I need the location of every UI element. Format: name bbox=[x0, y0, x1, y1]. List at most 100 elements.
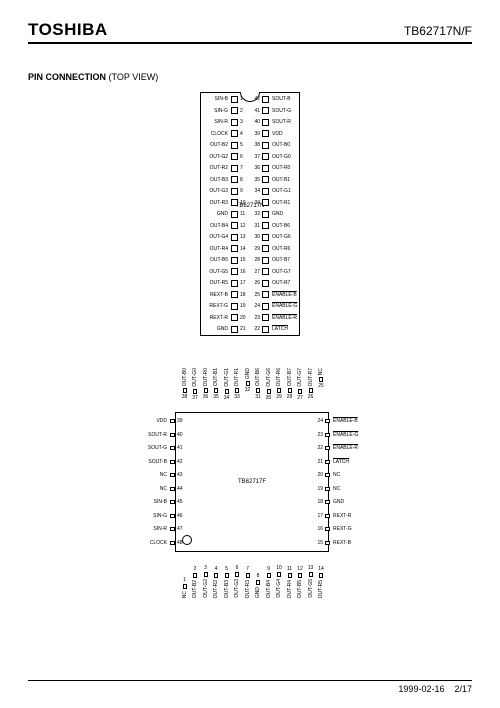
dip-pin-19: REXT-G19 bbox=[115, 302, 250, 310]
dip-pin-2: SIN-G2 bbox=[115, 107, 250, 115]
qfp-pin-11: 11OUT-R4 bbox=[285, 566, 294, 598]
qfp-pin-13: 13OUT-G5 bbox=[306, 565, 315, 598]
dip-pin-5: OUT-B25 bbox=[115, 141, 250, 149]
qfp-pin-45: SIN-B45 bbox=[115, 496, 187, 508]
qfp-pin-43: NC43 bbox=[115, 469, 187, 481]
dip-pin-4: CLOCK4 bbox=[115, 130, 250, 138]
dip-pin-33: 33OUT-R1 bbox=[250, 199, 385, 207]
dip-pin-16: OUT-G516 bbox=[115, 268, 250, 276]
dip-pin-18: REXT-B18 bbox=[115, 291, 250, 299]
qfp-pin-27: OUT-G727 bbox=[296, 368, 305, 401]
dip-pin-28: 28OUT-B7 bbox=[250, 256, 385, 264]
qfp-pin-7: 7OUT-R3 bbox=[243, 566, 252, 598]
dip-pin-38: 38OUT-B0 bbox=[250, 141, 385, 149]
part-number: TB62717N/F bbox=[404, 24, 472, 38]
qfp-name: TB62717F bbox=[176, 479, 328, 485]
dip-pin-34: 34OUT-G1 bbox=[250, 187, 385, 195]
dip-pin-31: 31OUT-B6 bbox=[250, 222, 385, 230]
qfp-pin-31: OUT-B631 bbox=[254, 368, 263, 400]
dip-pin-24: 24ENABLE-G bbox=[250, 302, 385, 310]
dip-pin-39: 39VDD bbox=[250, 130, 385, 138]
dip-pin-36: 36OUT-R0 bbox=[250, 164, 385, 172]
dip-pin-32: 32GND bbox=[250, 210, 385, 218]
header: TOSHIBA TB62717N/F bbox=[28, 20, 472, 44]
qfp-pin-33: OUT-R133 bbox=[233, 368, 242, 400]
dip-diagram: TB62717N SIN-B1SIN-G2SIN-R3CLOCK4OUT-B25… bbox=[115, 90, 385, 340]
qfp-pin-23: 23ENABLE-G bbox=[313, 429, 385, 441]
qfp-body: TB62717F bbox=[175, 412, 329, 552]
dip-pin-22: 22LATCH bbox=[250, 325, 385, 333]
dip-pin-23: 23ENABLE-R bbox=[250, 314, 385, 322]
qfp-pin-5: 5OUT-B3 bbox=[222, 566, 231, 598]
qfp-pin-29: OUT-R629 bbox=[275, 368, 284, 400]
dip-pin-35: 35OUT-B1 bbox=[250, 176, 385, 184]
dip-pin-13: OUT-G413 bbox=[115, 233, 250, 241]
qfp-pin-12: 12OUT-B5 bbox=[296, 566, 305, 598]
dip-pin-41: 41SOUT-G bbox=[250, 107, 385, 115]
dip-pin-17: OUT-R517 bbox=[115, 279, 250, 287]
dip-pin-1: SIN-B1 bbox=[115, 95, 250, 103]
dip-pin-42: 42SOUT-B bbox=[250, 95, 385, 103]
dip-pin-30: 30OUT-G6 bbox=[250, 233, 385, 241]
section-note: (TOP VIEW) bbox=[109, 72, 159, 82]
qfp-pin-14: 14OUT-R5 bbox=[317, 566, 326, 598]
qfp-pin-48: CLOCK48 bbox=[115, 537, 187, 549]
dip-pin-3: SIN-R3 bbox=[115, 118, 250, 126]
qfp-pin-32: GND32 bbox=[243, 368, 252, 393]
qfp-pin-4: 4OUT-R2 bbox=[212, 566, 221, 598]
brand: TOSHIBA bbox=[28, 20, 108, 40]
qfp-pin-20: 20NC bbox=[313, 469, 385, 481]
qfp-pin-3: 3OUT-G2 bbox=[201, 565, 210, 598]
qfp-pin-24: 24ENABLE-B bbox=[313, 415, 385, 427]
qfp-pin-17: 17REXT-R bbox=[313, 510, 385, 522]
qfp-pin-26: OUT-R726 bbox=[306, 368, 315, 400]
qfp-pin-19: 19NC bbox=[313, 483, 385, 495]
qfp-pin-35: OUT-B135 bbox=[212, 368, 221, 400]
dip-pin-10: OUT-R310 bbox=[115, 199, 250, 207]
qfp-diagram: TB62717F VDD39SOUT-R40SOUT-G41SOUT-B42NC… bbox=[115, 368, 385, 598]
qfp-pin-46: SIN-G46 bbox=[115, 510, 187, 522]
dip-pin-14: OUT-R414 bbox=[115, 245, 250, 253]
dip-pin-20: REXT-R20 bbox=[115, 314, 250, 322]
dip-pin-6: OUT-G26 bbox=[115, 153, 250, 161]
qfp-pin-30: OUT-G630 bbox=[264, 368, 273, 401]
section-title: PIN CONNECTION (TOP VIEW) bbox=[28, 72, 472, 82]
qfp-pin-2: 2OUT-B2 bbox=[191, 566, 200, 598]
qfp-pin-42: SOUT-B42 bbox=[115, 456, 187, 468]
qfp-pin-10: 10OUT-G4 bbox=[275, 565, 284, 598]
qfp-pin-8: 8GND bbox=[254, 573, 263, 598]
qfp-pin-25: NC25 bbox=[317, 368, 326, 389]
dip-pin-29: 29OUT-R6 bbox=[250, 245, 385, 253]
dip-pin-7: OUT-R27 bbox=[115, 164, 250, 172]
qfp-pin-18: 18GND bbox=[313, 496, 385, 508]
dip-pin-21: GND21 bbox=[115, 325, 250, 333]
qfp-pin-47: SIN-R47 bbox=[115, 523, 187, 535]
dip-pin-12: OUT-B412 bbox=[115, 222, 250, 230]
qfp-pin-36: OUT-R036 bbox=[201, 368, 210, 400]
qfp-pin-41: SOUT-G41 bbox=[115, 442, 187, 454]
qfp-pin-39: VDD39 bbox=[115, 415, 187, 427]
footer-page: 2/17 bbox=[454, 684, 472, 694]
dip-pin-11: GND11 bbox=[115, 210, 250, 218]
qfp-pin-1: 1NC bbox=[180, 577, 189, 598]
qfp-pin-6: 6OUT-G3 bbox=[233, 565, 242, 598]
dip-pin-8: OUT-B38 bbox=[115, 176, 250, 184]
qfp-pin-16: 16REXT-G bbox=[313, 523, 385, 535]
qfp-pin-9: 9OUT-B4 bbox=[264, 566, 273, 598]
qfp-pin-37: OUT-G037 bbox=[191, 368, 200, 401]
qfp-pin-38: OUT-B038 bbox=[180, 368, 189, 400]
section-title-text: PIN CONNECTION bbox=[28, 72, 106, 82]
qfp-pin-15: 15REXT-B bbox=[313, 537, 385, 549]
dip-pin-40: 40SOUT-R bbox=[250, 118, 385, 126]
qfp-pin-44: NC44 bbox=[115, 483, 187, 495]
dip-pin-15: OUT-B515 bbox=[115, 256, 250, 264]
dip-pin-25: 25ENABLE-B bbox=[250, 291, 385, 299]
dip-pin-26: 26OUT-R7 bbox=[250, 279, 385, 287]
dip-pin-37: 37OUT-G0 bbox=[250, 153, 385, 161]
qfp-pin-40: SOUT-R40 bbox=[115, 429, 187, 441]
dip-pin-9: OUT-G39 bbox=[115, 187, 250, 195]
qfp-pin-21: 21LATCH bbox=[313, 456, 385, 468]
qfp-pin-28: OUT-B728 bbox=[285, 368, 294, 400]
footer: 1999-02-16 2/17 bbox=[28, 680, 472, 694]
footer-date: 1999-02-16 bbox=[398, 684, 444, 694]
